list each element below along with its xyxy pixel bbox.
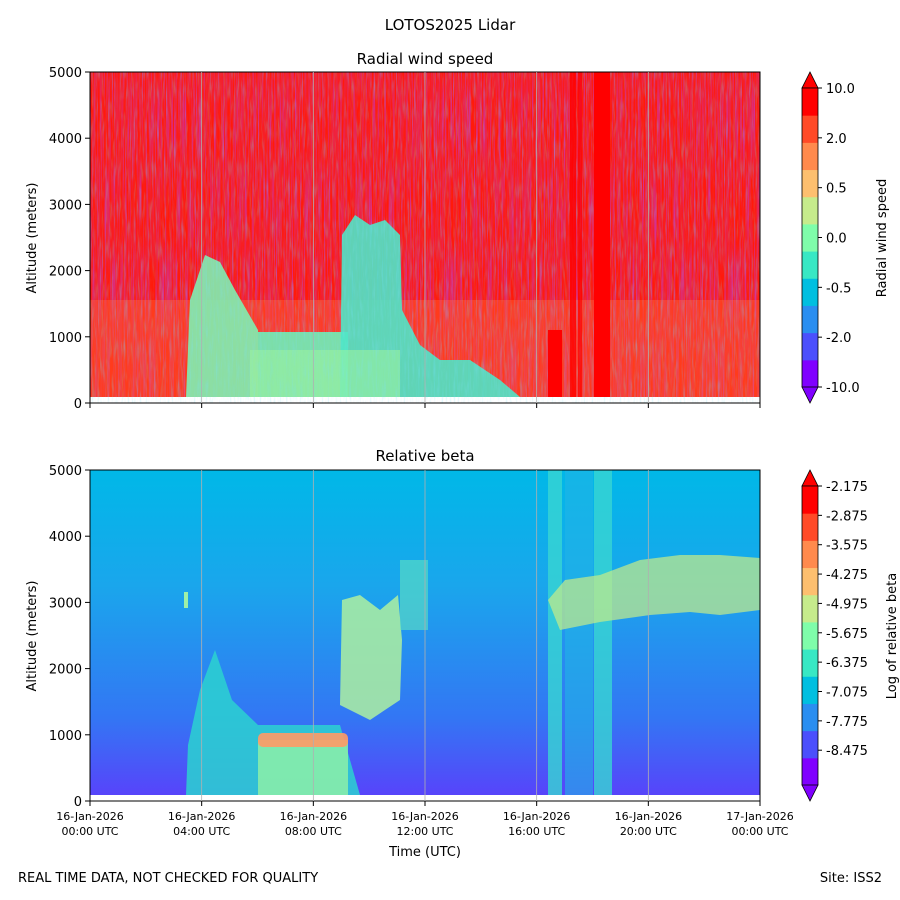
beta-colorbar-frame [801, 485, 819, 786]
beta-region-aerosol-layer [258, 733, 348, 747]
beta-colorbar-tick-label: -5.675 [826, 627, 868, 642]
wind-ytick-label: 3000 [49, 198, 82, 213]
beta-colorbar-extend-min [801, 784, 819, 802]
wind-colorbar-tick-label: -0.5 [826, 281, 851, 296]
beta-colorbar-tick-label: -2.175 [826, 480, 868, 495]
beta-colorbar-tick-label: -7.075 [826, 685, 868, 700]
wind-colorbar-segment [802, 305, 818, 334]
xtick-time-label: 04:00 UTC [173, 825, 230, 838]
beta-colorbar-segment [802, 486, 818, 514]
wind-colorbar-segment [802, 115, 818, 143]
beta-colorbar-tick-label: -7.775 [826, 715, 868, 730]
xtick-date-label: 16-Jan-2026 [56, 810, 124, 823]
beta-colorbar-segment [802, 676, 818, 704]
wind-speed-panel: Radial wind speed 010002000300040005000 … [25, 50, 761, 412]
xtick-date-label: 16-Jan-2026 [168, 810, 236, 823]
xtick-date-label: 16-Jan-2026 [280, 810, 348, 823]
beta-region-evening-col-1 [548, 470, 562, 795]
wind-region-evening-1 [548, 330, 562, 397]
beta-y-axis-label: Altitude (meters) [25, 581, 40, 692]
beta-colorbar-tick-label: -3.575 [826, 539, 868, 554]
xtick-date-label: 16-Jan-2026 [391, 810, 459, 823]
wind-ytick-label: 1000 [49, 331, 82, 346]
site-label: Site: ISS2 [820, 871, 882, 886]
beta-colorbar-segment [802, 649, 818, 677]
x-axis-label: Time (UTC) [388, 845, 461, 860]
xtick-time-label: 20:00 UTC [620, 825, 677, 838]
wind-region-evening-2 [594, 72, 610, 397]
wind-colorbar-tick-label: -10.0 [826, 381, 860, 396]
figure-title: LOTOS2025 Lidar [385, 16, 516, 34]
wind-colorbar-segment [802, 196, 818, 225]
beta-colorbar-tick-label: -6.375 [826, 656, 868, 671]
beta-ytick-label: 1000 [49, 729, 82, 744]
xtick-date-label: 17-Jan-2026 [726, 810, 794, 823]
beta-colorbar-tick-label: -4.275 [826, 568, 868, 583]
beta-ytick-label: 4000 [49, 530, 82, 545]
wind-colorbar-segment [802, 142, 818, 171]
beta-panel-title: Relative beta [375, 447, 474, 465]
beta-colorbar-segment [802, 513, 818, 541]
beta-colorbar-segment [802, 540, 818, 569]
xtick-time-label: 12:00 UTC [396, 825, 453, 838]
wind-colorbar-tick-label: 10.0 [826, 82, 855, 97]
wind-colorbar-label: Radial wind speed [875, 179, 890, 297]
beta-axes: 0 1000 2000 3000 4000 5000 16-Jan-2026 00:00 UT… [49, 464, 794, 838]
xtick-time-label: 00:00 UTC [61, 825, 118, 838]
wind-colorbar-tick-label: 0.0 [826, 232, 847, 247]
wind-ytick-label: 2000 [49, 265, 82, 280]
beta-colorbar-tick-label: -8.475 [826, 744, 868, 759]
wind-colorbar-segment [802, 251, 818, 279]
beta-colorbar-segment [802, 730, 818, 759]
wind-y-axis-label: Altitude (meters) [25, 183, 40, 294]
wind-colorbar-tick-label: 0.5 [826, 182, 847, 197]
wind-colorbar-extend-min [801, 386, 819, 404]
beta-colorbar-label: Log of relative beta [885, 573, 900, 700]
wind-ytick-label: 0 [74, 397, 82, 412]
wind-axes: 0 1000 2000 3000 4000 5000 [49, 66, 761, 412]
beta-region-evening-col-2 [594, 470, 612, 795]
wind-colorbar: 10.0 2.0 0.5 0.0 -0.5 -2.0 -10.0 [801, 71, 860, 404]
beta-region-cloud-band [548, 555, 760, 630]
xtick-date-label: 16-Jan-2026 [503, 810, 571, 823]
wind-colorbar-segment [802, 332, 818, 361]
wind-colorbar-tick-label: -2.0 [826, 331, 851, 346]
beta-colorbar: -2.175 -2.875 -3.575 -4.275 -4.975 -5.675 -6.3… [801, 469, 868, 802]
xtick-time-label: 08:00 UTC [285, 825, 342, 838]
wind-colorbar-segment [802, 278, 818, 306]
wind-panel-title: Radial wind speed [357, 50, 494, 68]
beta-colorbar-segment [802, 757, 818, 786]
beta-region-plume [340, 595, 402, 720]
beta-ytick-label: 0 [74, 795, 82, 810]
beta-ytick-label: 5000 [49, 464, 82, 479]
wind-colorbar-segment [802, 359, 818, 388]
beta-colorbar-extend-max [801, 469, 819, 487]
wind-colorbar-extend-max [801, 71, 819, 89]
wind-colorbar-segment [802, 223, 818, 252]
beta-colorbar-segment [802, 567, 818, 596]
wind-ytick-label: 4000 [49, 132, 82, 147]
beta-ytick-label: 2000 [49, 663, 82, 678]
wind-ytick-label: 5000 [49, 66, 82, 81]
beta-colorbar-segment [802, 703, 818, 732]
beta-colorbar-segment [802, 594, 818, 623]
wind-colorbar-segment [802, 88, 818, 116]
xtick-time-label: 16:00 UTC [508, 825, 565, 838]
xtick-time-label: 00:00 UTC [731, 825, 788, 838]
beta-ytick-label: 3000 [49, 596, 82, 611]
beta-colorbar-tick-label: -2.875 [826, 509, 868, 524]
wind-colorbar-tick-label: 2.0 [826, 132, 847, 147]
quality-notice: REAL TIME DATA, NOT CHECKED FOR QUALITY [18, 871, 318, 886]
beta-panel: Relative beta 0 1000 2000 3000 4000 5000 16-Ja… [25, 447, 794, 860]
beta-colorbar-segment [802, 621, 818, 650]
xtick-date-label: 16-Jan-2026 [615, 810, 683, 823]
beta-colorbar-tick-label: -4.975 [826, 597, 868, 612]
wind-colorbar-segment [802, 169, 818, 198]
